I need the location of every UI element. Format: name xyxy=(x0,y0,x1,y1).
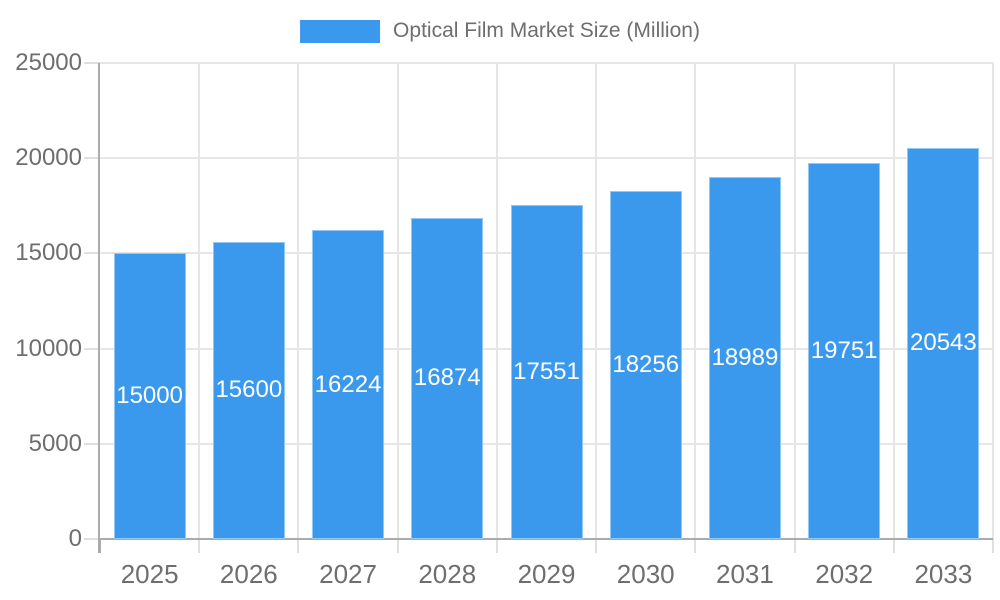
bar-2027[interactable] xyxy=(312,230,385,539)
x-axis-tick-label: 2031 xyxy=(716,559,774,589)
legend-label: Optical Film Market Size (Million) xyxy=(393,19,700,42)
y-axis-tick-mark xyxy=(84,347,100,350)
bar-value-label: 20543 xyxy=(910,329,977,357)
gridline-vertical xyxy=(495,63,498,539)
gridline-horizontal xyxy=(100,62,993,64)
x-axis-line xyxy=(100,538,993,540)
bar-value-label: 16874 xyxy=(413,364,481,392)
x-axis-tick-mark xyxy=(297,539,300,553)
x-axis-tick-mark xyxy=(892,539,895,553)
y-axis-tick-label: 20000 xyxy=(15,144,82,172)
gridline-vertical xyxy=(198,63,201,539)
y-axis-tick-label: 0 xyxy=(68,525,82,552)
gridline-vertical xyxy=(892,63,895,539)
x-axis-tick-label: 2028 xyxy=(418,559,477,589)
bar-2030[interactable] xyxy=(609,191,682,539)
x-axis-tick-label: 2029 xyxy=(517,559,576,589)
x-axis-tick-mark xyxy=(595,539,598,553)
bar-2028[interactable] xyxy=(411,217,484,539)
bar-2033[interactable] xyxy=(907,147,980,539)
y-axis-tick-label: 5000 xyxy=(28,429,82,457)
gridline-vertical xyxy=(297,63,300,539)
bar-value-label: 17551 xyxy=(513,357,580,385)
x-axis-tick-label: 2032 xyxy=(815,559,874,589)
gridline-horizontal xyxy=(100,157,993,160)
gridline-vertical xyxy=(694,63,697,539)
gridline-vertical xyxy=(595,63,598,539)
bar-2032[interactable] xyxy=(808,162,881,539)
x-axis-tick-label: 2033 xyxy=(914,559,973,589)
gridline-vertical xyxy=(992,63,994,539)
legend-swatch-icon xyxy=(300,19,381,43)
y-axis-tick-label: 25000 xyxy=(15,49,82,76)
x-axis-tick-mark xyxy=(396,539,399,553)
y-axis-line xyxy=(98,63,100,553)
bar-2031[interactable] xyxy=(708,177,781,539)
y-axis-tick-label: 10000 xyxy=(15,334,82,362)
x-axis-tick-label: 2025 xyxy=(120,559,179,589)
x-axis-tick-mark xyxy=(992,539,994,553)
legend-item[interactable]: Optical Film Market Size (Million) xyxy=(300,17,700,45)
x-axis-tick-mark xyxy=(99,539,101,553)
bar-value-label: 16224 xyxy=(314,370,382,398)
bar-value-label: 15000 xyxy=(116,382,183,410)
x-axis-tick-label: 2030 xyxy=(616,559,675,589)
x-axis-tick-label: 2026 xyxy=(219,559,278,589)
bar-value-label: 15600 xyxy=(215,376,283,404)
gridline-vertical xyxy=(396,63,399,539)
bar-value-label: 18989 xyxy=(711,344,779,372)
x-axis-tick-mark xyxy=(694,539,697,553)
bar-2025[interactable] xyxy=(113,253,186,539)
x-axis-tick-mark xyxy=(198,539,201,553)
x-axis-tick-label: 2027 xyxy=(319,559,377,589)
y-axis-tick-mark xyxy=(84,252,100,255)
y-axis-tick-mark xyxy=(84,62,100,64)
x-axis-tick-mark xyxy=(495,539,498,553)
bar-value-label: 19751 xyxy=(810,336,878,364)
bar-value-label: 18256 xyxy=(612,351,680,379)
x-axis-tick-mark xyxy=(793,539,796,553)
gridline-vertical xyxy=(793,63,796,539)
y-axis-tick-label: 15000 xyxy=(15,239,82,267)
bar-2026[interactable] xyxy=(212,241,285,539)
bar-2029[interactable] xyxy=(510,204,583,539)
y-axis-tick-mark xyxy=(84,442,100,445)
y-axis-tick-mark xyxy=(84,157,100,160)
y-axis-tick-mark xyxy=(84,538,100,540)
